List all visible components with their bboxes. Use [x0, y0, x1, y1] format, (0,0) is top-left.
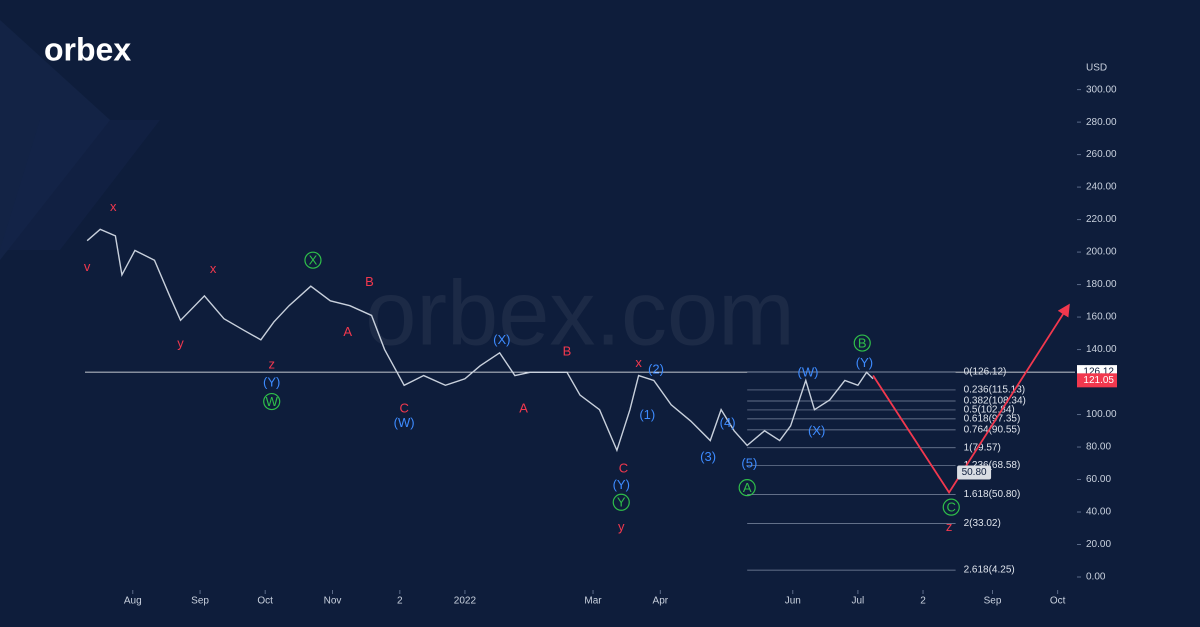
- wave-label: (Y): [856, 355, 873, 370]
- wave-label: Y: [617, 495, 626, 510]
- wave-label: z: [946, 519, 953, 534]
- wave-label: (2): [648, 361, 664, 376]
- wave-label: (Y): [263, 374, 280, 389]
- target-tag: [957, 465, 992, 480]
- x-tick-label: Oct: [1050, 596, 1066, 607]
- wave-label: (1): [639, 407, 655, 422]
- y-tick-label: 160.00: [1086, 312, 1117, 323]
- x-tick-label: Apr: [653, 596, 669, 607]
- fib-label: 1(79.57): [964, 442, 1001, 453]
- fib-label: 0.382(108.34): [964, 396, 1026, 407]
- x-tick-label: Nov: [324, 596, 342, 607]
- wave-label: (5): [741, 456, 757, 471]
- price-tag: [1077, 373, 1117, 388]
- x-tick-label: Jun: [785, 596, 801, 607]
- y-tick-label: 60.00: [1086, 474, 1111, 485]
- x-tick-label: 2: [397, 596, 403, 607]
- wave-label: x: [110, 199, 117, 214]
- wave-label: W: [266, 394, 279, 409]
- y-tick-label: 20.00: [1086, 539, 1111, 550]
- x-tick-label: Oct: [257, 596, 273, 607]
- x-tick-label: Mar: [584, 596, 602, 607]
- wave-circle: [853, 334, 871, 352]
- wave-label: y: [618, 519, 625, 534]
- decor-chevron: [0, 120, 160, 250]
- wave-circle: [263, 392, 281, 411]
- wave-label: A: [519, 400, 528, 415]
- x-tick-label: Sep: [984, 596, 1002, 607]
- y-tick-label: 220.00: [1086, 214, 1117, 225]
- x-tick-label: Sep: [191, 596, 209, 607]
- wave-label: C: [399, 400, 408, 415]
- wave-label: (X): [493, 332, 510, 347]
- y-tick-label: 80.00: [1086, 442, 1111, 453]
- wave-label: B: [563, 344, 572, 359]
- fib-label: 2(33.02): [964, 518, 1001, 529]
- y-tick-label: 200.00: [1086, 247, 1117, 258]
- y-tick-label: 280.00: [1086, 117, 1117, 128]
- fib-label: 0.236(115.13): [964, 385, 1026, 396]
- wave-label: y: [177, 335, 184, 350]
- y-tick-label: 180.00: [1086, 279, 1117, 290]
- target-tag-label: 50.80: [962, 467, 987, 478]
- wave-label: z: [268, 357, 275, 372]
- fib-label: 0(126.12): [964, 367, 1007, 378]
- price-tag-label: 126.12: [1083, 367, 1114, 378]
- x-tick-label: 2022: [454, 596, 477, 607]
- fib-label: 0.764(90.55): [964, 425, 1021, 436]
- watermark: orbex.com: [365, 262, 795, 364]
- x-tick-label: Jul: [851, 596, 864, 607]
- wave-label: C: [947, 500, 956, 515]
- wave-label: A: [743, 480, 752, 495]
- projection-line: [872, 303, 1070, 495]
- wave-label: (W): [394, 415, 415, 430]
- y-tick-label: 260.00: [1086, 149, 1117, 160]
- price-tag-label: 121.05: [1083, 375, 1114, 386]
- y-tick-label: 40.00: [1086, 507, 1111, 518]
- wave-circle: [738, 479, 756, 497]
- wave-label: A: [343, 324, 352, 339]
- wave-label: C: [619, 461, 628, 476]
- x-tick-label: Aug: [124, 596, 142, 607]
- y-tick-label: 0.00: [1086, 572, 1106, 583]
- wave-label: (W): [797, 365, 818, 380]
- wave-label: B: [858, 335, 867, 350]
- y-tick-label: 140.00: [1086, 344, 1117, 355]
- y-tick-label: 100.00: [1086, 409, 1117, 420]
- wave-label: (4): [720, 415, 736, 430]
- x-tick-label: 2: [920, 596, 926, 607]
- fib-label: 1.618(50.80): [964, 489, 1021, 500]
- fib-label: 1.236(68.58): [964, 460, 1021, 471]
- wave-label: (3): [700, 449, 716, 464]
- wave-label: X: [309, 253, 318, 268]
- wave-label: (Y): [613, 477, 630, 492]
- y-tick-label: 300.00: [1086, 84, 1117, 95]
- wave-label: x: [210, 261, 217, 276]
- axis-label: USD: [1086, 63, 1107, 74]
- wave-label: v: [84, 259, 91, 274]
- wave-circle: [612, 493, 630, 511]
- wave-label: (X): [808, 423, 825, 438]
- price-line: [86, 228, 874, 453]
- wave-circle: [304, 251, 322, 269]
- fib-label: 0.5(102.84): [964, 405, 1015, 416]
- fib-label: 2.618(4.25): [964, 565, 1015, 576]
- wave-label: x: [635, 355, 642, 370]
- y-tick-label: 240.00: [1086, 182, 1117, 193]
- wave-label: B: [365, 274, 374, 289]
- wave-circle: [942, 498, 960, 516]
- fib-label: 0.618(97.35): [964, 413, 1021, 424]
- logo: orbex: [44, 31, 131, 67]
